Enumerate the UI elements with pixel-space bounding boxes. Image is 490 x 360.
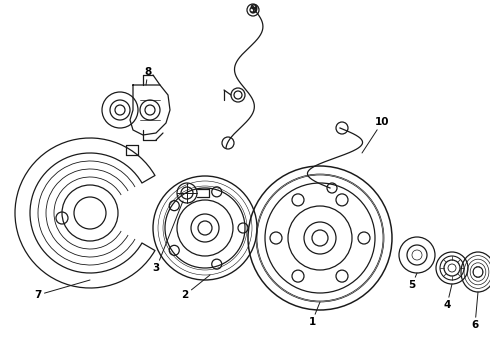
Text: 7: 7 <box>34 280 90 300</box>
Text: 9: 9 <box>249 3 257 16</box>
Text: 6: 6 <box>471 292 479 330</box>
Text: 3: 3 <box>153 201 183 273</box>
Text: 4: 4 <box>443 284 452 310</box>
Text: 10: 10 <box>362 117 390 153</box>
Text: 8: 8 <box>145 67 151 85</box>
Text: 2: 2 <box>181 275 210 300</box>
Text: 5: 5 <box>408 273 417 290</box>
Text: 1: 1 <box>308 302 320 327</box>
